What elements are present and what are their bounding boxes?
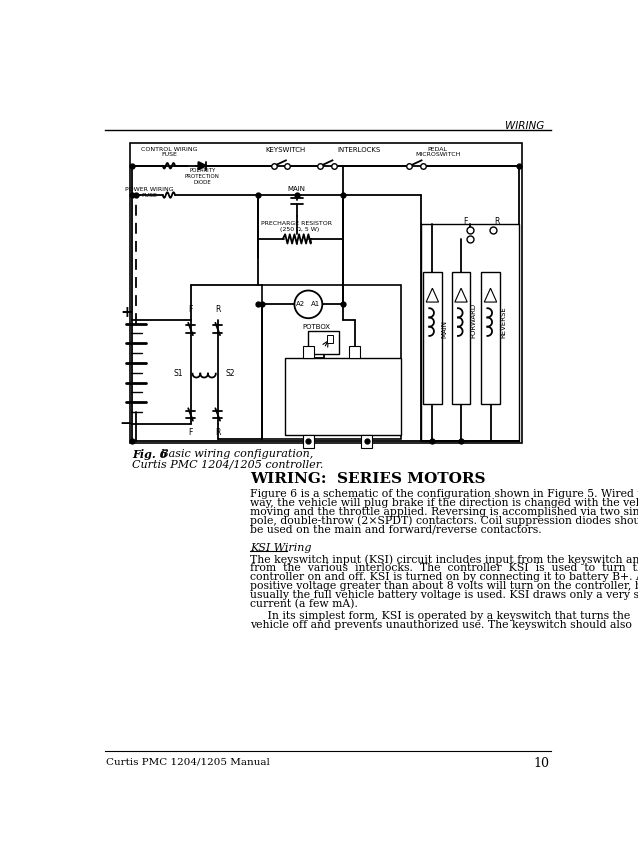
Bar bbox=[361, 435, 372, 448]
Text: MAIN: MAIN bbox=[441, 320, 448, 339]
Text: +: + bbox=[120, 305, 133, 319]
Bar bbox=[452, 272, 470, 404]
Text: KSI Wiring: KSI Wiring bbox=[250, 542, 312, 553]
Text: positive voltage greater than about 8 volts will turn on the controller, but: positive voltage greater than about 8 vo… bbox=[250, 581, 638, 591]
Text: way, the vehicle will plug brake if the direction is changed with the vehicle: way, the vehicle will plug brake if the … bbox=[250, 498, 638, 508]
Text: INTERLOCKS: INTERLOCKS bbox=[337, 147, 380, 153]
Text: S2: S2 bbox=[225, 369, 235, 378]
Text: F: F bbox=[188, 428, 193, 437]
Text: In its simplest form, KSI is operated by a keyswitch that turns the: In its simplest form, KSI is operated by… bbox=[250, 611, 630, 621]
Text: WIRING: WIRING bbox=[505, 122, 545, 131]
Bar bbox=[308, 332, 339, 354]
Text: PEDAL
MICROSWITCH: PEDAL MICROSWITCH bbox=[415, 147, 461, 157]
Text: KEYSWITCH: KEYSWITCH bbox=[265, 147, 305, 153]
Text: REVERSE: REVERSE bbox=[500, 306, 506, 339]
Text: POTBOX: POTBOX bbox=[302, 324, 330, 330]
Text: R: R bbox=[494, 217, 500, 226]
Text: Fig. 6: Fig. 6 bbox=[133, 449, 168, 460]
Bar bbox=[350, 346, 360, 358]
Polygon shape bbox=[426, 288, 438, 302]
Polygon shape bbox=[484, 288, 497, 302]
Text: POLARITY
PROTECTION
DIODE: POLARITY PROTECTION DIODE bbox=[185, 168, 219, 185]
Bar bbox=[262, 285, 401, 439]
Bar bbox=[327, 335, 333, 343]
Text: The keyswitch input (KSI) circuit includes input from the keyswitch and: The keyswitch input (KSI) circuit includ… bbox=[250, 555, 638, 565]
Text: A2: A2 bbox=[362, 440, 371, 445]
Text: A1: A1 bbox=[311, 301, 320, 307]
Text: usually the full vehicle battery voltage is used. KSI draws only a very small: usually the full vehicle battery voltage… bbox=[250, 589, 638, 600]
Bar bbox=[130, 142, 521, 443]
Text: R: R bbox=[215, 305, 220, 313]
Circle shape bbox=[294, 291, 322, 319]
Text: from  the  various  interlocks.  The  controller  KSI  is  used  to  turn  the: from the various interlocks. The control… bbox=[250, 563, 638, 573]
Polygon shape bbox=[455, 288, 467, 302]
Text: FORWARD: FORWARD bbox=[470, 303, 477, 339]
Bar bbox=[303, 346, 314, 358]
Text: S1: S1 bbox=[174, 369, 183, 378]
Text: Curtis PMC 1204/1205 controller.: Curtis PMC 1204/1205 controller. bbox=[133, 459, 324, 469]
Text: A2: A2 bbox=[296, 301, 305, 307]
Text: Figure 6 is a schematic of the configuration shown in Figure 5. Wired this: Figure 6 is a schematic of the configura… bbox=[250, 490, 638, 499]
Text: B−: B− bbox=[304, 348, 313, 353]
Text: controller on and off. KSI is turned on by connecting it to battery B+. Any: controller on and off. KSI is turned on … bbox=[250, 572, 638, 582]
Text: POWER WIRING
FUSE: POWER WIRING FUSE bbox=[125, 187, 174, 198]
Bar bbox=[303, 435, 314, 448]
Text: moving and the throttle applied. Reversing is accomplished via two single-: moving and the throttle applied. Reversi… bbox=[250, 507, 638, 516]
Polygon shape bbox=[198, 162, 206, 169]
Text: B+: B+ bbox=[350, 348, 360, 353]
Text: vehicle off and prevents unauthorized use. The keyswitch should also: vehicle off and prevents unauthorized us… bbox=[250, 620, 632, 630]
Text: F: F bbox=[464, 217, 468, 226]
Text: F: F bbox=[188, 305, 193, 313]
Text: be used on the main and forward/reverse contactors.: be used on the main and forward/reverse … bbox=[250, 524, 542, 535]
Bar bbox=[420, 223, 519, 441]
Text: Basic wiring configuration,: Basic wiring configuration, bbox=[157, 449, 313, 459]
Text: −: − bbox=[120, 417, 133, 431]
Text: 10: 10 bbox=[533, 757, 549, 770]
Bar bbox=[481, 272, 500, 404]
Bar bbox=[285, 358, 401, 435]
Text: pole, double-throw (2×SPDT) contactors. Coil suppression diodes should: pole, double-throw (2×SPDT) contactors. … bbox=[250, 516, 638, 526]
Text: PRECHARGE RESISTOR
   (250 Ω, 5 W): PRECHARGE RESISTOR (250 Ω, 5 W) bbox=[261, 221, 332, 232]
Text: current (a few mA).: current (a few mA). bbox=[250, 599, 358, 608]
Text: CONTROL WIRING
FUSE: CONTROL WIRING FUSE bbox=[140, 147, 197, 157]
Bar bbox=[423, 272, 441, 404]
Text: R: R bbox=[215, 428, 220, 437]
Text: Curtis PMC 1204/1205 Manual: Curtis PMC 1204/1205 Manual bbox=[106, 757, 270, 766]
Text: MAIN: MAIN bbox=[288, 186, 306, 192]
Text: M−: M− bbox=[303, 440, 314, 445]
Text: WIRING:  SERIES MOTORS: WIRING: SERIES MOTORS bbox=[250, 472, 486, 486]
